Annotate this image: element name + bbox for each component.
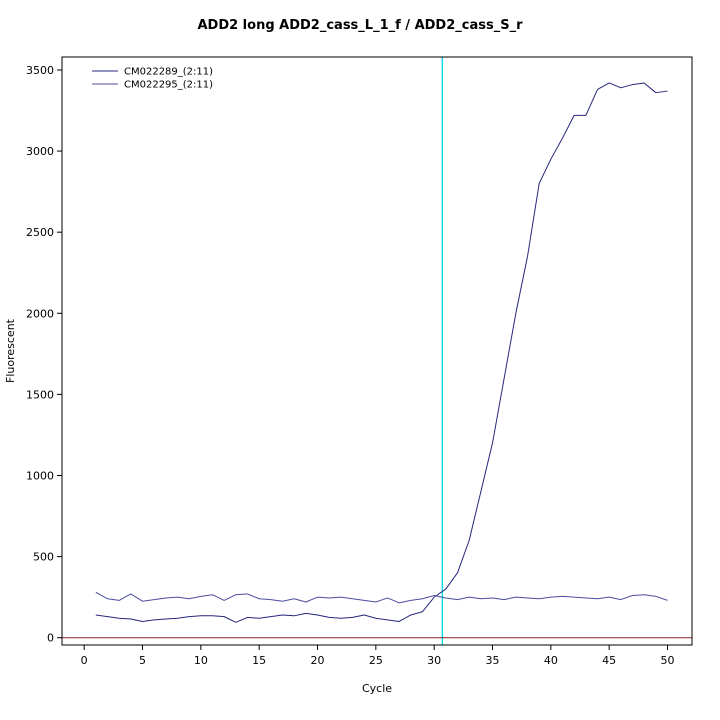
x-tick-label: 50	[661, 654, 675, 667]
y-tick-label: 2000	[26, 307, 54, 320]
x-tick-label: 25	[369, 654, 383, 667]
y-tick-label: 1500	[26, 388, 54, 401]
legend-label: CM022295_(2:11)	[124, 80, 213, 91]
x-tick-label: 35	[486, 654, 500, 667]
x-tick-label: 40	[544, 654, 558, 667]
x-tick-label: 0	[81, 654, 88, 667]
y-tick-label: 2500	[26, 226, 54, 239]
series-line-CM022289_(2:11)	[95, 82, 668, 623]
x-tick-label: 45	[602, 654, 616, 667]
plot-border	[61, 56, 693, 646]
x-tick-label: 20	[311, 654, 325, 667]
x-tick-label: 30	[427, 654, 441, 667]
y-tick-label: 500	[33, 551, 54, 564]
y-tick-label: 0	[47, 632, 54, 645]
x-tick-label: 5	[139, 654, 146, 667]
y-tick-label: 3500	[26, 64, 54, 77]
legend-label: CM022289_(2:11)	[124, 67, 213, 78]
x-tick-label: 10	[194, 654, 208, 667]
series-line-CM022295_(2:11)	[95, 591, 668, 604]
chart-title: ADD2 long ADD2_cass_L_1_f / ADD2_cass_S_…	[197, 18, 523, 33]
y-axis-title: Fluorescent	[4, 318, 17, 383]
x-tick-label: 15	[252, 654, 266, 667]
y-tick-label: 3000	[26, 145, 54, 158]
y-tick-label: 1000	[26, 469, 54, 482]
x-axis-title: Cycle	[362, 682, 392, 695]
